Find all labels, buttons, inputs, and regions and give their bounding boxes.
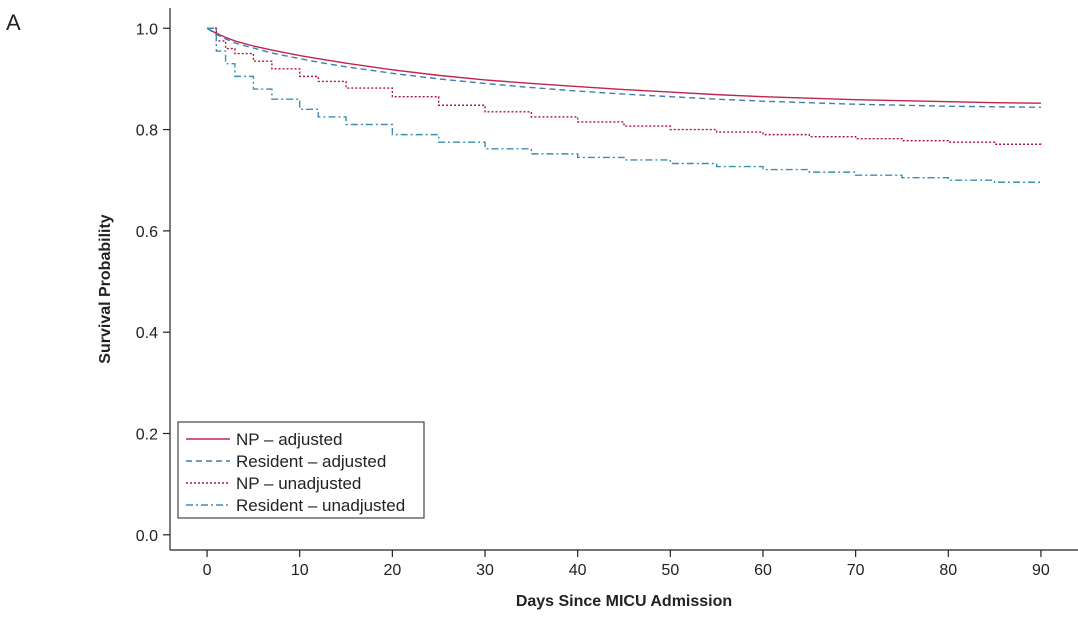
x-tick-label: 20 — [383, 562, 401, 579]
x-tick-label: 50 — [661, 562, 679, 579]
panel-label: A — [6, 10, 21, 35]
legend-label-4: Resident – unadjusted — [236, 496, 405, 515]
y-tick-label: 1.0 — [136, 21, 158, 38]
x-tick-label: 10 — [291, 562, 309, 579]
y-tick-label: 0.6 — [136, 224, 158, 241]
series-layer — [206, 27, 1042, 184]
x-tick-label: 80 — [939, 562, 957, 579]
series-line-2 — [206, 27, 1041, 108]
y-tick-label: 0.0 — [136, 528, 158, 545]
legend-label-1: NP – adjusted — [236, 430, 342, 449]
series-line-3 — [207, 27, 1042, 147]
x-axis-title: Days Since MICU Admission — [516, 593, 732, 610]
x-tick-label: 40 — [569, 562, 587, 579]
x-tick-label: 60 — [754, 562, 772, 579]
y-tick-label: 0.4 — [136, 325, 158, 342]
x-tick-label: 90 — [1032, 562, 1050, 579]
series-line-1 — [206, 27, 1041, 104]
legend-label-2: Resident – adjusted — [236, 452, 386, 471]
legend-label-3: NP – unadjusted — [236, 474, 361, 493]
legend: NP – adjusted Resident – adjusted NP – una… — [177, 421, 425, 519]
x-tick-label: 70 — [847, 562, 865, 579]
axes: 0 10 20 30 40 50 60 70 80 90 0.0 0.2 0.4 0.6 0.8 1.0 — [136, 8, 1078, 579]
legend-box — [177, 421, 425, 519]
series-line-4 — [207, 27, 1042, 184]
y-tick-label: 0.8 — [136, 123, 158, 140]
y-axis-title: Survival Probability — [97, 214, 114, 363]
y-tick-label: 0.2 — [136, 426, 158, 443]
x-tick-label: 0 — [203, 562, 212, 579]
x-tick-label: 30 — [476, 562, 494, 579]
